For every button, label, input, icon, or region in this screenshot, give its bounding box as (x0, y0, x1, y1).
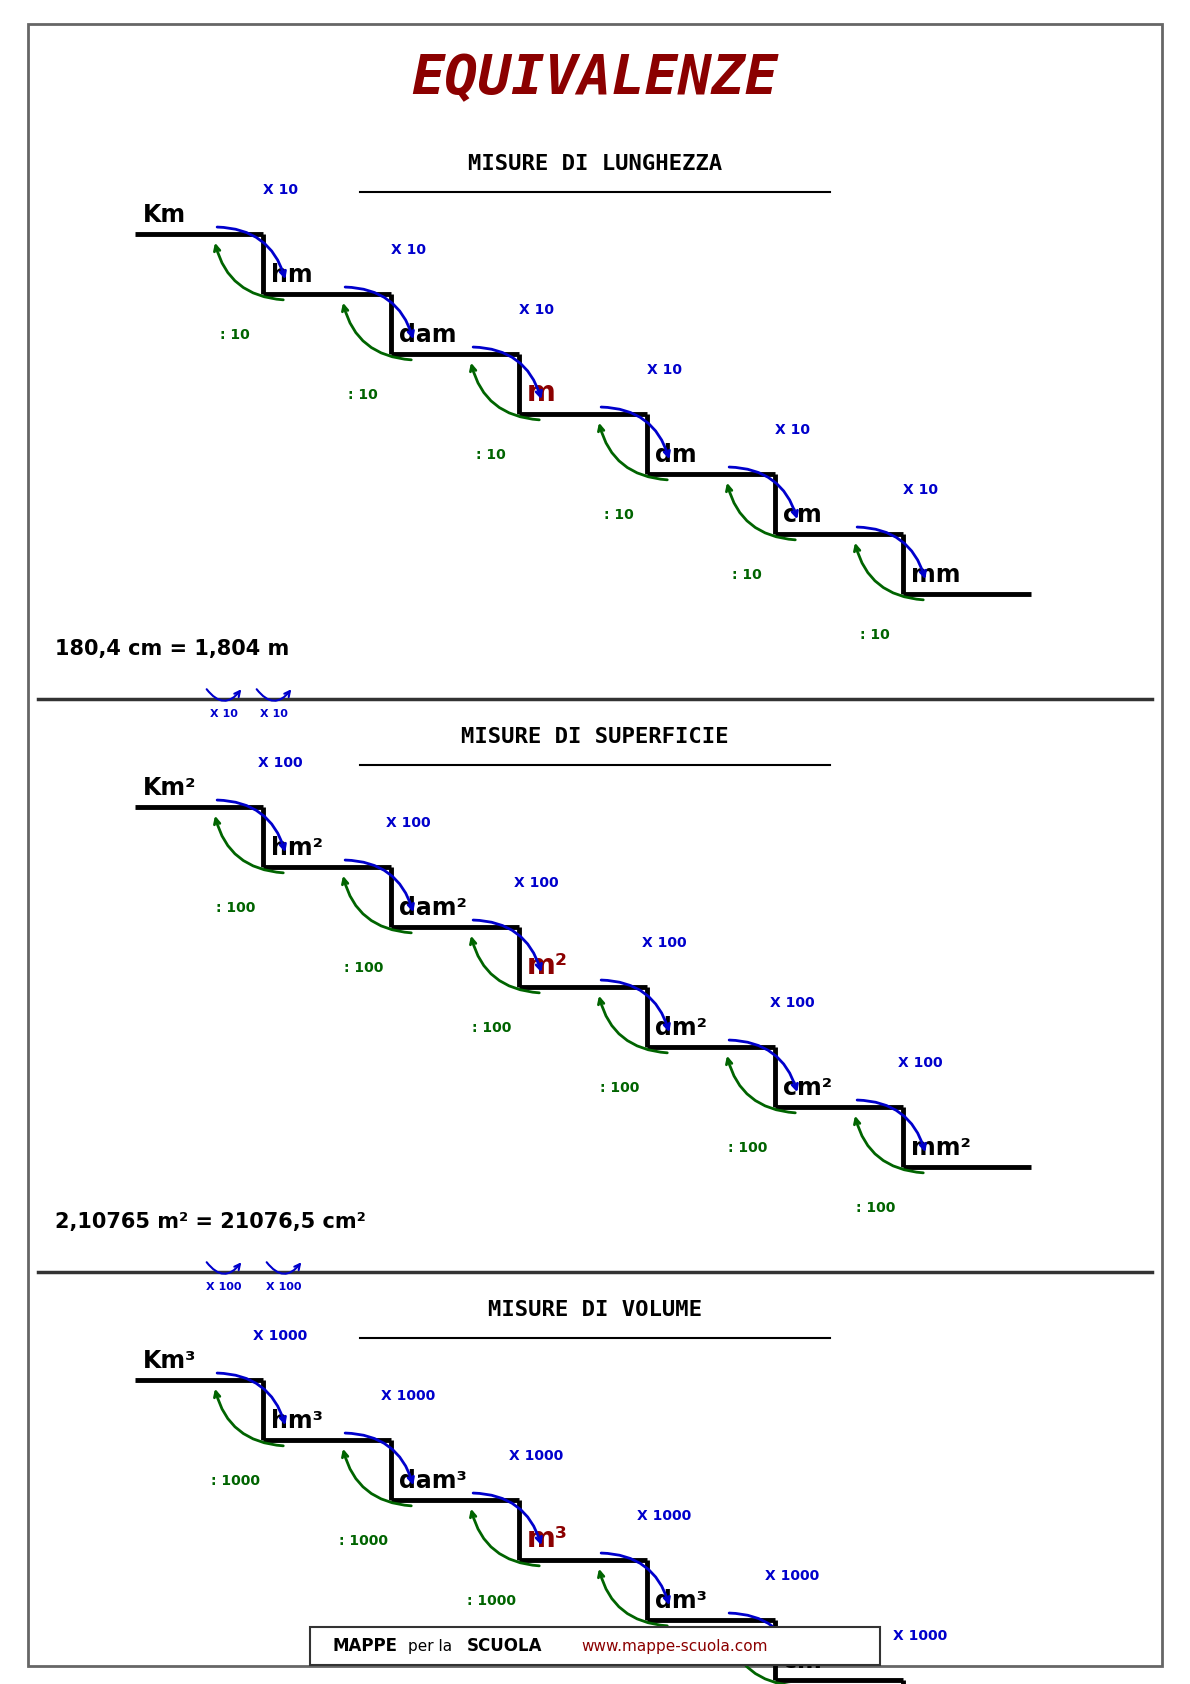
Text: m³: m³ (527, 1526, 568, 1553)
Text: mm²: mm² (912, 1137, 971, 1160)
Text: MISURE DI LUNGHEZZA: MISURE DI LUNGHEZZA (468, 153, 722, 173)
Text: Km²: Km² (143, 776, 196, 800)
Text: X 10: X 10 (390, 242, 426, 258)
Text: : 100: : 100 (600, 1081, 639, 1095)
Text: dam: dam (399, 323, 457, 347)
Text: : 1000: : 1000 (339, 1534, 388, 1548)
Text: Km: Km (143, 204, 186, 227)
Text: : 10: : 10 (732, 568, 762, 583)
Text: X 100: X 100 (267, 1282, 302, 1292)
Text: : 100: : 100 (856, 1201, 895, 1214)
Text: dam²: dam² (399, 896, 466, 919)
Text: MISURE DI VOLUME: MISURE DI VOLUME (488, 1300, 702, 1320)
Text: : 100: : 100 (471, 1021, 511, 1036)
Text: X 1000: X 1000 (637, 1509, 691, 1522)
Text: X 100: X 100 (258, 756, 302, 770)
Text: dm³: dm³ (654, 1590, 707, 1613)
Text: X 100: X 100 (770, 995, 814, 1010)
Text: X 10: X 10 (903, 483, 938, 497)
Text: : 10: : 10 (220, 328, 250, 342)
Text: : 1000: : 1000 (466, 1595, 515, 1608)
Text: MAPPE: MAPPE (332, 1637, 397, 1655)
Text: X 100: X 100 (641, 936, 687, 950)
Text: : 100: : 100 (727, 1142, 766, 1155)
Text: 2,10765 m² = 21076,5 cm²: 2,10765 m² = 21076,5 cm² (55, 1212, 365, 1233)
Text: X 10: X 10 (519, 303, 553, 317)
Text: mm: mm (912, 562, 960, 588)
Text: X 10: X 10 (211, 709, 238, 719)
Text: cm: cm (783, 504, 822, 527)
Text: SCUOLA: SCUOLA (468, 1637, 543, 1655)
Text: hm: hm (271, 263, 313, 286)
Text: www.mappe-scuola.com: www.mappe-scuola.com (582, 1639, 769, 1654)
Text: m²: m² (527, 951, 568, 980)
Text: X 10: X 10 (261, 709, 288, 719)
Text: : 10: : 10 (860, 628, 890, 642)
Text: : 10: : 10 (476, 448, 506, 461)
Bar (311, 1627, 879, 1665)
Text: X 100: X 100 (898, 1056, 942, 1069)
Text: per la: per la (408, 1639, 452, 1654)
Text: dam³: dam³ (399, 1468, 466, 1494)
Text: Km³: Km³ (143, 1349, 196, 1372)
Text: X 1000: X 1000 (892, 1628, 947, 1644)
Text: X 1000: X 1000 (253, 1329, 307, 1344)
Text: cm²: cm² (783, 1076, 832, 1100)
Text: X 100: X 100 (386, 817, 431, 830)
Text: dm²: dm² (654, 1015, 707, 1041)
Text: cm³: cm³ (783, 1649, 832, 1672)
Text: X 100: X 100 (514, 876, 558, 891)
Text: : 10: : 10 (349, 387, 378, 402)
Text: : 100: : 100 (215, 901, 255, 914)
Text: X 1000: X 1000 (509, 1448, 563, 1463)
Text: X 10: X 10 (646, 364, 682, 377)
Text: 180,4 cm = 1,804 m: 180,4 cm = 1,804 m (55, 638, 289, 658)
Text: X 10: X 10 (775, 423, 809, 438)
Text: MISURE DI SUPERFICIE: MISURE DI SUPERFICIE (462, 727, 728, 748)
Text: EQUIVALENZE: EQUIVALENZE (412, 52, 778, 106)
Text: X 1000: X 1000 (765, 1569, 820, 1583)
Text: hm³: hm³ (271, 1410, 322, 1433)
Text: : 1000: : 1000 (211, 1474, 259, 1489)
Text: X 100: X 100 (206, 1282, 242, 1292)
Text: : 10: : 10 (605, 509, 634, 522)
Text: m: m (527, 379, 556, 408)
Text: : 1000: : 1000 (595, 1654, 644, 1667)
Text: hm²: hm² (271, 835, 322, 861)
Text: : 100: : 100 (344, 962, 383, 975)
Text: X 10: X 10 (263, 184, 298, 197)
Text: X 1000: X 1000 (381, 1389, 436, 1403)
Text: dm: dm (654, 443, 696, 466)
